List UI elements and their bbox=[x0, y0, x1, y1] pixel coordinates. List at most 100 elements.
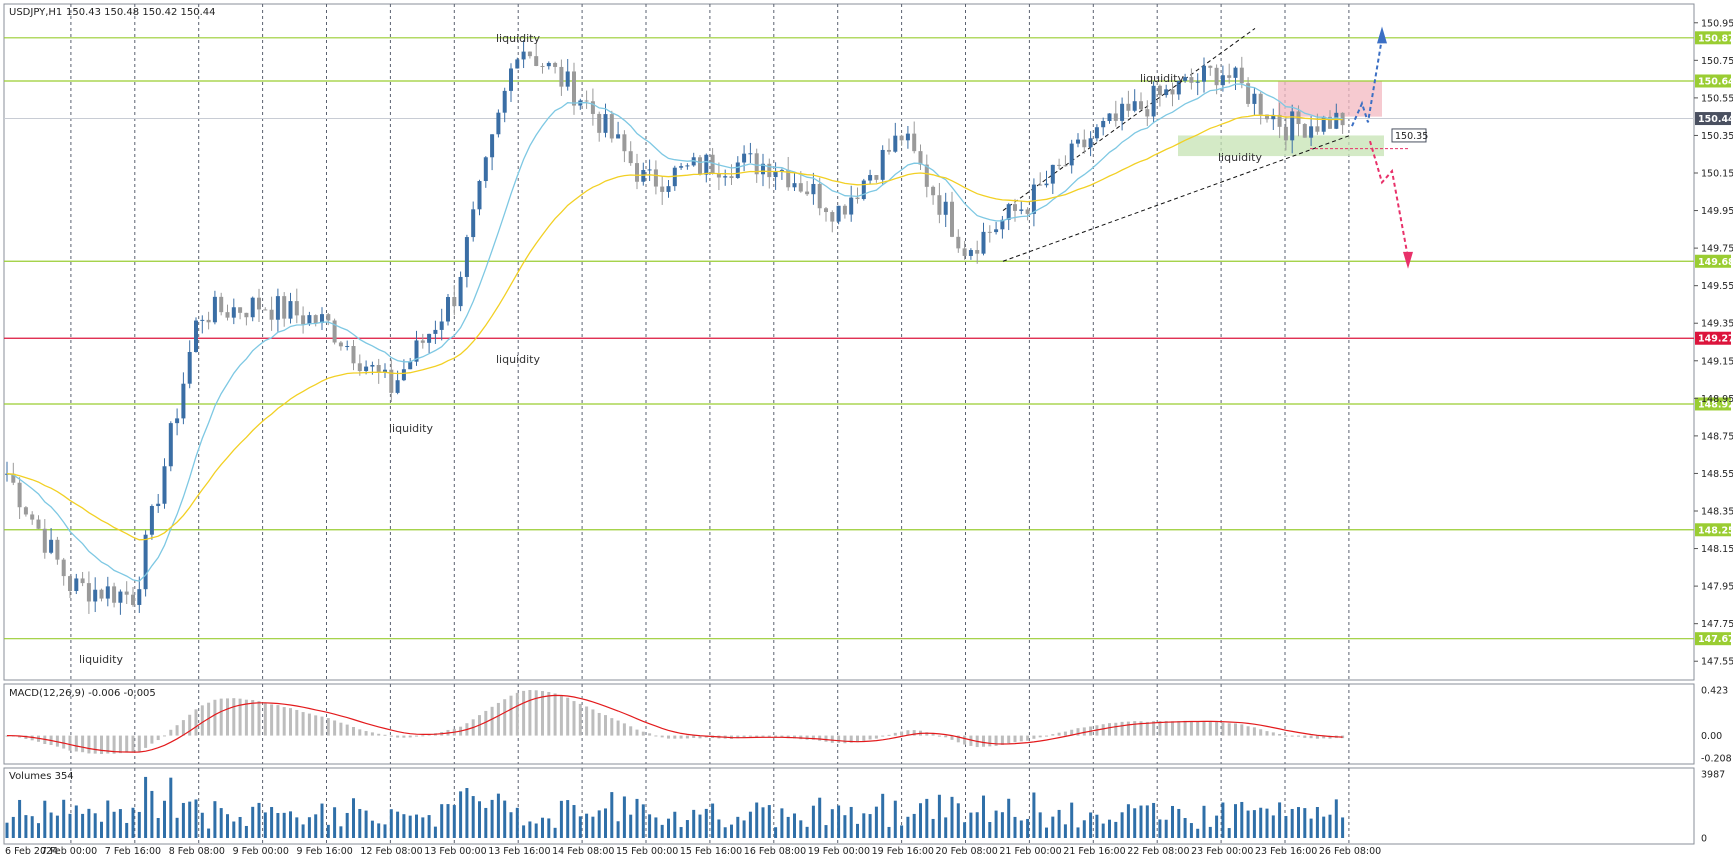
volume-bar bbox=[515, 807, 519, 838]
time-tick-label: 16 Feb 08:00 bbox=[744, 846, 806, 857]
volume-tick-label: 3987 bbox=[1701, 770, 1725, 781]
candle-body bbox=[238, 307, 243, 313]
volume-bar bbox=[1152, 802, 1156, 838]
candle-body bbox=[395, 380, 400, 393]
volume-bar bbox=[843, 815, 847, 838]
liquidity-label: liquidity bbox=[79, 653, 123, 666]
price-tick-label: 147.95 bbox=[1701, 582, 1733, 593]
macd-histogram-bar bbox=[295, 709, 299, 736]
candle-body bbox=[572, 71, 576, 106]
volume-bar bbox=[1322, 816, 1326, 838]
candle-body bbox=[364, 366, 369, 372]
candle-body bbox=[653, 169, 658, 187]
candle-body bbox=[143, 534, 148, 590]
volume-bar bbox=[597, 810, 601, 838]
macd-histogram-bar bbox=[1057, 732, 1061, 736]
macd-histogram-bar bbox=[963, 735, 967, 745]
volume-bar bbox=[226, 814, 229, 838]
macd-histogram-bar bbox=[698, 735, 702, 739]
candle-body bbox=[1025, 209, 1030, 214]
volume-bar bbox=[150, 790, 154, 838]
candle-body bbox=[326, 314, 331, 321]
volume-bar bbox=[484, 807, 488, 838]
volume-bar bbox=[5, 822, 9, 838]
volume-bar bbox=[761, 807, 765, 838]
volume-bar bbox=[1145, 805, 1149, 838]
time-tick-label: 7 Feb 00:00 bbox=[41, 846, 97, 857]
macd-histogram-bar bbox=[610, 718, 614, 736]
volume-bar bbox=[849, 806, 853, 838]
volume-tick-label: 0 bbox=[1701, 834, 1707, 845]
volume-bar bbox=[881, 793, 885, 838]
candle-body bbox=[1258, 93, 1263, 115]
volume-bar bbox=[11, 816, 15, 838]
candle-body bbox=[1283, 126, 1288, 141]
candle-body bbox=[490, 134, 495, 158]
macd-histogram-bar bbox=[1290, 735, 1294, 737]
candle-body bbox=[824, 208, 828, 213]
volume-bar bbox=[263, 812, 267, 838]
volume-bar bbox=[1309, 818, 1313, 838]
macd-histogram-bar bbox=[585, 706, 589, 736]
macd-histogram-bar bbox=[484, 710, 488, 736]
macd-tick-label: -0.208 bbox=[1701, 754, 1732, 765]
level-tag-label: 150.87 bbox=[1698, 33, 1733, 44]
candle-body bbox=[307, 315, 312, 325]
channel-upper-line bbox=[1002, 28, 1256, 211]
candle-body bbox=[1151, 85, 1156, 117]
volume-bar bbox=[18, 799, 22, 838]
macd-histogram-bar bbox=[320, 716, 324, 736]
macd-histogram-bar bbox=[679, 735, 683, 739]
macd-histogram-bar bbox=[156, 735, 160, 741]
volume-bar bbox=[81, 813, 85, 838]
candle-body bbox=[704, 154, 709, 175]
macd-histogram-bar bbox=[522, 690, 526, 736]
volume-bar bbox=[1051, 816, 1055, 838]
volume-bar bbox=[188, 801, 192, 838]
candle-body bbox=[338, 342, 343, 347]
macd-histogram-bar bbox=[622, 723, 626, 736]
price-panel[interactable] bbox=[3, 3, 1695, 681]
volume-bar bbox=[811, 805, 815, 838]
candle-body bbox=[899, 135, 904, 141]
macd-histogram-bar bbox=[830, 735, 834, 743]
volume-bar bbox=[270, 807, 274, 838]
candle-body bbox=[231, 307, 236, 318]
candle-body bbox=[288, 301, 293, 319]
candle-body bbox=[975, 250, 980, 254]
volume-bar bbox=[1070, 802, 1074, 838]
macd-histogram-bar bbox=[673, 735, 677, 739]
macd-histogram-bar bbox=[370, 732, 374, 736]
volume-bar bbox=[62, 799, 66, 838]
macd-histogram-bar bbox=[635, 729, 639, 736]
candle-body bbox=[1107, 113, 1112, 121]
time-tick-label: 14 Feb 08:00 bbox=[552, 846, 614, 857]
volume-bar bbox=[496, 793, 500, 838]
volume-bar bbox=[774, 827, 778, 838]
macd-label: MACD(12,26,9) -0.006 -0.005 bbox=[9, 688, 156, 699]
candle-body bbox=[483, 157, 488, 182]
volume-bar bbox=[667, 818, 670, 838]
macd-histogram-bar bbox=[1322, 735, 1326, 739]
volume-bar bbox=[799, 820, 803, 838]
level-tag bbox=[1695, 397, 1731, 411]
volume-bar bbox=[68, 813, 72, 838]
volume-bar bbox=[1133, 808, 1137, 838]
time-tick-label: 15 Feb 16:00 bbox=[680, 846, 742, 857]
macd-histogram-bar bbox=[692, 735, 696, 738]
candle-body bbox=[496, 112, 501, 135]
volume-bar bbox=[200, 812, 204, 838]
candle-body bbox=[950, 201, 954, 237]
volume-bar bbox=[956, 803, 960, 838]
volume-bar bbox=[704, 808, 708, 838]
current-price-label: 150.44 bbox=[1698, 114, 1733, 125]
macd-histogram-bar bbox=[509, 695, 513, 736]
volume-bar bbox=[1259, 807, 1263, 838]
macd-histogram-bar bbox=[1164, 720, 1168, 736]
volume-bar bbox=[900, 825, 904, 838]
candle-body bbox=[1334, 112, 1339, 129]
macd-histogram-bar bbox=[1297, 735, 1300, 737]
macd-histogram-bar bbox=[1271, 732, 1275, 736]
macd-histogram-bar bbox=[1208, 721, 1212, 736]
